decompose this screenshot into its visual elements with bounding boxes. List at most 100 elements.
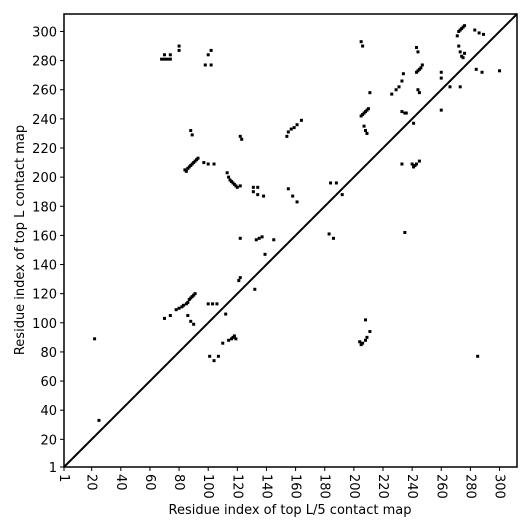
y-tick-label: 240	[32, 113, 57, 128]
contact-point	[420, 63, 424, 67]
y-tick-label: 120	[32, 288, 57, 303]
contact-point	[263, 252, 267, 256]
contact-point	[251, 185, 255, 189]
y-tick-label: 80	[40, 346, 57, 361]
contact-point	[299, 118, 303, 122]
x-tick-label: 220	[375, 474, 390, 499]
contact-point	[401, 72, 405, 76]
contact-point	[168, 53, 172, 57]
contact-point	[209, 63, 213, 67]
contact-point	[329, 181, 333, 185]
x-tick-label: 280	[462, 474, 477, 499]
contact-point	[457, 44, 461, 48]
contact-point	[209, 48, 213, 52]
y-tick-label: 40	[40, 404, 57, 419]
y-tick-label: 200	[32, 171, 57, 186]
contact-point	[458, 85, 462, 89]
y-tick-label: 20	[40, 433, 57, 448]
contact-point	[365, 335, 369, 339]
contact-point	[177, 306, 181, 310]
contact-point	[184, 169, 188, 173]
contact-point	[400, 110, 404, 114]
contact-point	[253, 287, 257, 291]
contact-point	[331, 236, 335, 240]
contact-point	[163, 316, 167, 320]
contact-point	[251, 190, 255, 194]
x-tick-label: 60	[142, 474, 157, 491]
x-tick-label: 180	[317, 474, 332, 499]
contact-point	[463, 51, 467, 55]
contact-point	[458, 50, 462, 54]
y-tick-label: 160	[32, 229, 57, 244]
contact-point	[262, 194, 266, 198]
contact-point	[238, 184, 242, 188]
x-tick-label: 40	[113, 474, 128, 491]
contact-point	[463, 24, 467, 28]
contact-point	[260, 235, 264, 239]
y-axis-label: Residue index of top L contact map	[13, 125, 28, 355]
x-tick-label: 260	[433, 474, 448, 499]
contact-point	[400, 162, 404, 166]
x-tick-label: 200	[346, 474, 361, 499]
contact-point	[203, 63, 207, 67]
contact-point	[364, 338, 368, 342]
contact-point	[168, 57, 172, 61]
contact-point	[419, 66, 423, 70]
contact-point	[168, 314, 172, 318]
contact-point	[414, 162, 418, 166]
contact-point	[215, 302, 219, 306]
contact-point	[238, 276, 242, 280]
contact-point	[234, 337, 238, 341]
contact-point	[410, 162, 414, 166]
contact-point	[295, 200, 299, 204]
contact-point	[257, 236, 261, 240]
contact-point	[186, 300, 190, 304]
contact-point	[238, 236, 242, 240]
contact-point	[416, 88, 420, 92]
contact-point	[394, 88, 398, 92]
contact-point	[397, 85, 401, 89]
contact-point	[291, 194, 295, 198]
contact-point	[177, 44, 181, 48]
contact-point	[206, 302, 210, 306]
y-tick-label: 280	[32, 55, 57, 70]
x-tick-label: 80	[171, 474, 186, 491]
contact-point	[225, 171, 229, 175]
contact-point	[334, 181, 338, 185]
contact-point	[476, 354, 480, 358]
contact-point	[221, 341, 225, 345]
contact-point	[403, 230, 407, 234]
contact-point	[177, 48, 181, 52]
contact-point	[206, 53, 210, 57]
contact-point	[189, 319, 193, 323]
contact-point	[256, 193, 260, 197]
diagonal	[63, 13, 518, 468]
x-tick-label: 240	[404, 474, 419, 499]
contact-point	[189, 129, 193, 133]
contact-point	[93, 337, 97, 341]
x-tick-label: 160	[288, 474, 303, 499]
contact-point	[256, 185, 260, 189]
contact-point	[190, 133, 194, 137]
contact-point	[285, 134, 289, 138]
contact-point	[295, 123, 299, 127]
contact-point	[439, 70, 443, 74]
x-tick-label: 120	[229, 474, 244, 499]
contact-point	[227, 338, 231, 342]
contact-point	[227, 175, 231, 179]
contact-point	[400, 79, 404, 83]
contact-point	[417, 159, 421, 163]
contact-point	[193, 292, 197, 296]
y-tick-label: 1	[49, 461, 57, 476]
contact-point	[498, 69, 502, 73]
contact-point	[358, 340, 362, 344]
y-tick-label: 100	[32, 317, 57, 332]
contact-point	[359, 40, 363, 44]
x-tick-label: 300	[492, 474, 507, 499]
contact-point	[192, 322, 196, 326]
contact-point	[327, 232, 331, 236]
y-tick-label: 140	[32, 259, 57, 274]
contact-point	[340, 193, 344, 197]
contact-point	[202, 161, 206, 165]
y-tick-label: 220	[32, 142, 57, 157]
